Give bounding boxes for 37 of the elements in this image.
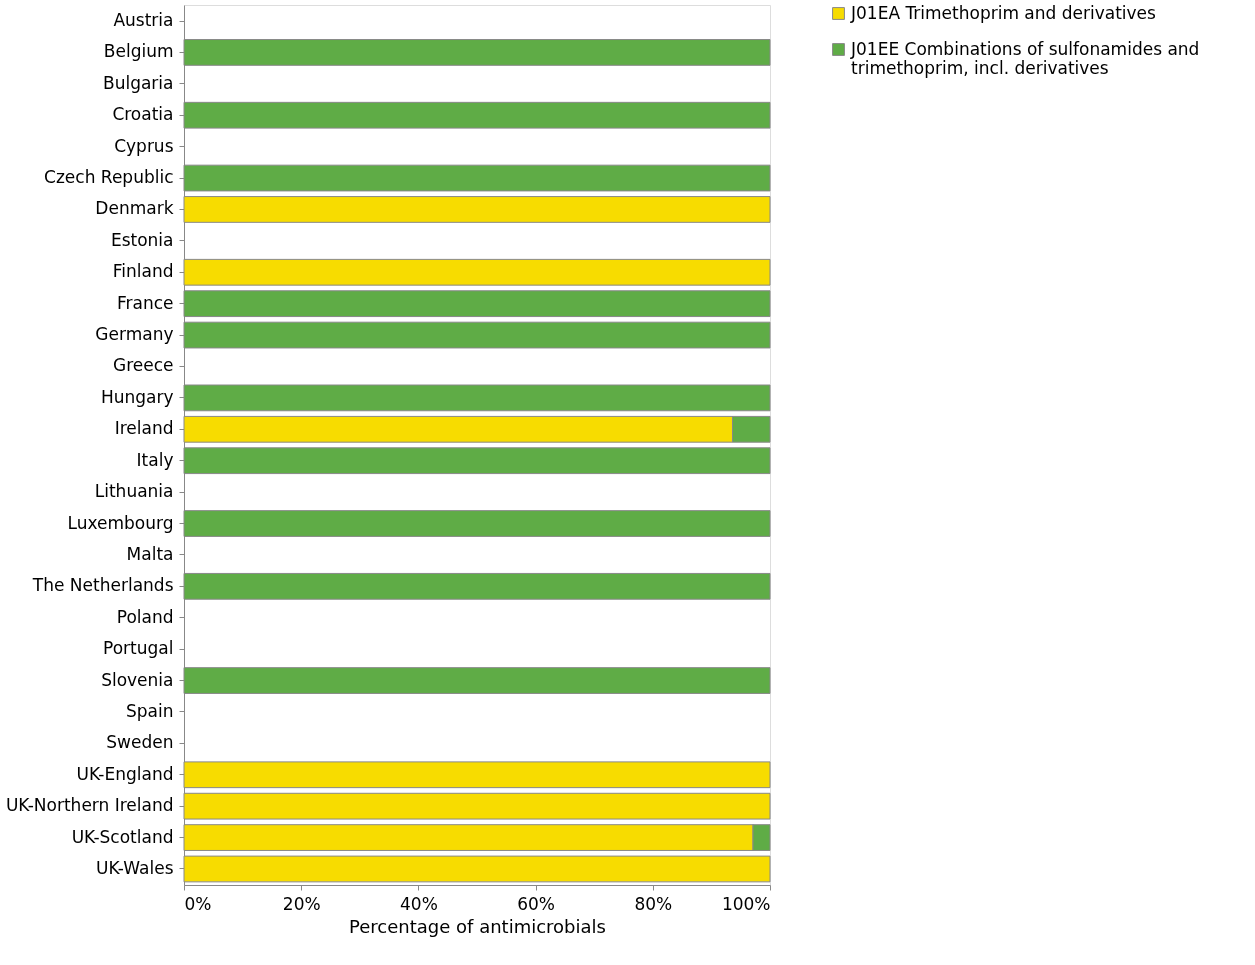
y-tick-label: Finland (112, 261, 174, 282)
y-tick-label: UK-England (76, 763, 174, 784)
y-tick-label: Cyprus (114, 135, 174, 156)
y-tick-label: Hungary (100, 386, 174, 407)
y-tick-label: Czech Republic (44, 167, 174, 188)
y-tick-label: France (116, 292, 174, 313)
y-tick-label: Belgium (103, 41, 174, 62)
y-tick-label: Portugal (103, 638, 174, 659)
y-tick-label: Estonia (110, 229, 174, 250)
x-tick-label: 100% (721, 893, 771, 914)
y-tick-label: Ireland (114, 418, 174, 439)
y-tick-label: Lithuania (94, 481, 174, 502)
y-tick-label: UK-Wales (96, 857, 174, 878)
x-axis-title: Percentage of antimicrobials (349, 915, 606, 937)
y-tick-label: Germany (95, 324, 174, 345)
y-tick-label: Poland (116, 606, 174, 627)
x-tick-label: 40% (400, 893, 438, 914)
y-tick-label: The Netherlands (31, 575, 174, 596)
x-tick-label: 60% (517, 893, 555, 914)
y-tick-label: Bulgaria (103, 72, 174, 93)
x-tick-label: 0% (184, 893, 212, 914)
y-tick-label: Luxembourg (67, 512, 174, 533)
y-tick-label: Malta (126, 543, 174, 564)
legend-label: J01EA Trimethoprim and derivatives (850, 2, 1157, 23)
y-tick-label: UK-Scotland (71, 826, 174, 847)
y-tick-label: Sweden (106, 732, 174, 753)
y-tick-label: Denmark (95, 198, 174, 219)
x-tick-label: 80% (634, 893, 673, 914)
y-tick-label: Italy (136, 449, 174, 470)
y-tick-label: UK-Northern Ireland (5, 795, 174, 816)
legend-label: J01EE Combinations of sulfonamides and trimethoprim, incl. derivatives (850, 38, 1200, 78)
y-tick-label: Croatia (112, 104, 174, 125)
y-tick-label: Austria (113, 10, 174, 31)
y-tick-label: Slovenia (101, 669, 174, 690)
x-tick-label: 20% (282, 893, 321, 914)
y-tick-label: Spain (126, 700, 174, 721)
y-tick-label: Greece (112, 355, 174, 376)
